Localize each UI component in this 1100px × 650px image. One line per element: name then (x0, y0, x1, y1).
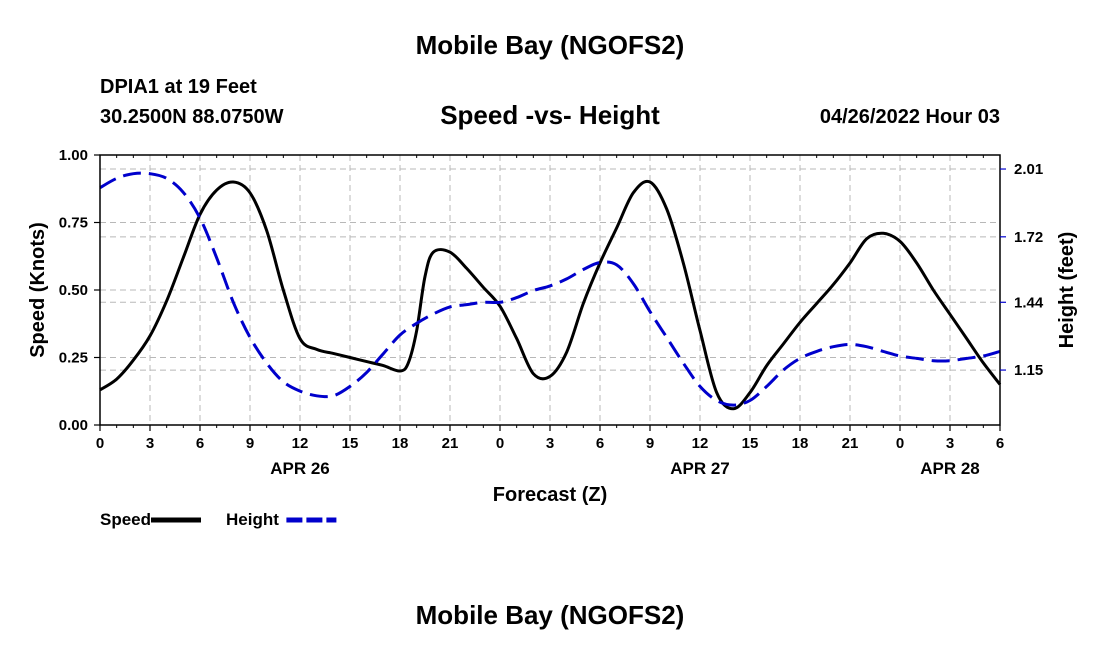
station-label: DPIA1 at 19 Feet (100, 76, 257, 98)
y-axis-label: Speed (Knots) (27, 222, 49, 358)
x-tick-label: 3 (146, 435, 154, 452)
date-label: APR 27 (670, 459, 730, 478)
x-tick-label: 0 (96, 435, 104, 452)
x-tick-label: 15 (742, 435, 759, 452)
grid-lines (100, 155, 1000, 425)
y2-tick-label: 1.44 (1014, 294, 1044, 311)
y-tick-label: 0.25 (59, 350, 88, 367)
y-tick-label: 0.00 (59, 417, 88, 434)
x-tick-label: 6 (596, 435, 604, 452)
date-label: APR 26 (270, 459, 330, 478)
series-layer (99, 171, 1002, 411)
x-tick-label: 6 (996, 435, 1004, 452)
x-tick-label: 21 (442, 435, 459, 452)
axis-ticks: 0 3 6 9 12 15 18 21 0 3 6 9 12 15 18 21 0 3 6 APR 26 APR 27 A… (59, 147, 1044, 478)
x-tick-label: 15 (342, 435, 359, 452)
y2-tick-label: 1.72 (1014, 229, 1043, 246)
y-tick-label: 1.00 (59, 147, 88, 164)
x-tick-label: 6 (196, 435, 204, 452)
x-tick-label: 9 (246, 435, 254, 452)
x-tick-label: 18 (792, 435, 809, 452)
y2-tick-label: 1.15 (1014, 362, 1043, 379)
x-tick-label: 12 (692, 435, 709, 452)
x-tick-label: 0 (496, 435, 504, 452)
x-tick-label: 21 (842, 435, 859, 452)
coordinates-label: 30.2500N 88.0750W (100, 106, 284, 128)
speed-height-chart: 0 3 6 9 12 15 18 21 0 3 6 9 12 15 18 21 0 3 6 APR 26 APR 27 A… (27, 147, 1078, 529)
y2-axis-label: Height (feet) (1056, 232, 1078, 349)
page-title: Mobile Bay (NGOFS2) (415, 30, 685, 60)
series-line-height (99, 171, 1001, 407)
x-axis-label: Forecast (Z) (493, 484, 607, 506)
chart-subtitle: Speed -vs- Height (440, 100, 660, 130)
legend: Speed Height (100, 510, 337, 529)
x-tick-label: 0 (896, 435, 904, 452)
series-line-speed (99, 179, 1002, 411)
footer-title: Mobile Bay (NGOFS2) (415, 600, 685, 630)
x-tick-label: 12 (292, 435, 309, 452)
forecast-datetime: 04/26/2022 Hour 03 (819, 106, 1000, 128)
x-tick-label: 3 (946, 435, 954, 452)
x-tick-label: 18 (392, 435, 409, 452)
x-tick-label: 9 (646, 435, 654, 452)
y-tick-label: 0.75 (59, 215, 88, 232)
x-tick-label: 3 (546, 435, 554, 452)
y-tick-label: 0.50 (59, 282, 88, 299)
legend-label-height: Height (226, 510, 279, 529)
legend-label-speed: Speed (100, 510, 151, 529)
date-label: APR 28 (920, 459, 980, 478)
y2-tick-label: 2.01 (1014, 161, 1043, 178)
